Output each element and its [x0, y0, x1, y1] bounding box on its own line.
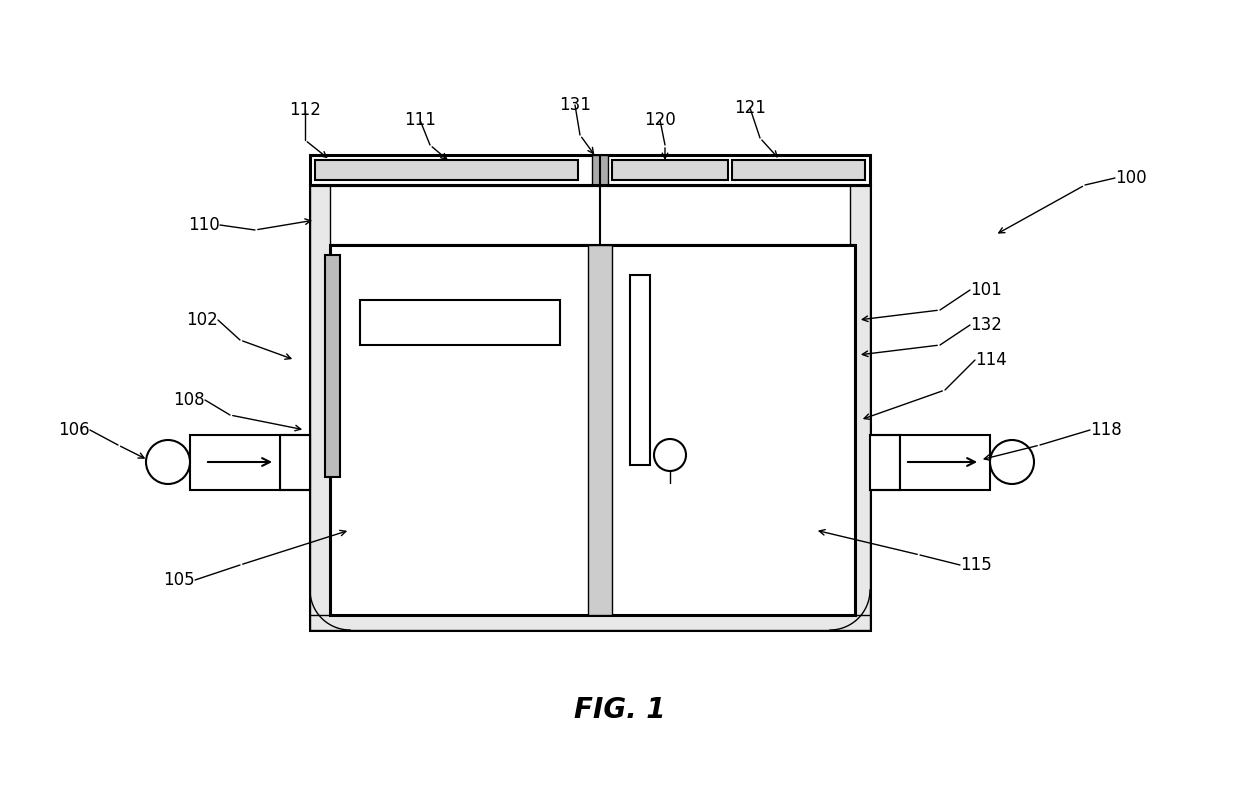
Text: 100: 100 — [1115, 169, 1147, 187]
Bar — [591, 155, 608, 185]
Circle shape — [653, 439, 686, 471]
Bar — [310, 155, 870, 185]
Text: 102: 102 — [186, 311, 218, 329]
Bar — [360, 300, 560, 345]
Bar — [325, 255, 340, 477]
Bar — [280, 435, 310, 490]
Bar — [588, 245, 613, 615]
Text: 101: 101 — [970, 281, 1002, 299]
Text: 108: 108 — [174, 391, 205, 409]
Text: 110: 110 — [188, 216, 219, 234]
Text: 114: 114 — [975, 351, 1007, 369]
Text: 112: 112 — [289, 101, 321, 119]
Bar — [849, 185, 870, 630]
Text: 115: 115 — [960, 556, 992, 574]
Bar — [315, 160, 578, 180]
Text: 121: 121 — [734, 99, 766, 117]
Bar — [310, 185, 330, 630]
Bar — [732, 160, 866, 180]
Text: FIG. 1: FIG. 1 — [574, 696, 666, 724]
Text: 118: 118 — [1090, 421, 1122, 439]
Text: 111: 111 — [404, 111, 436, 129]
Bar — [310, 615, 870, 630]
Bar — [870, 435, 900, 490]
Text: 131: 131 — [559, 96, 591, 114]
Text: 106: 106 — [58, 421, 91, 439]
Bar — [630, 275, 650, 465]
Text: 132: 132 — [970, 316, 1002, 334]
Circle shape — [146, 440, 190, 484]
Bar — [613, 160, 728, 180]
Text: 105: 105 — [164, 571, 195, 589]
Text: 120: 120 — [644, 111, 676, 129]
Bar — [900, 435, 990, 490]
Circle shape — [990, 440, 1034, 484]
Bar — [330, 245, 856, 615]
Bar — [190, 435, 280, 490]
Bar — [310, 185, 870, 630]
